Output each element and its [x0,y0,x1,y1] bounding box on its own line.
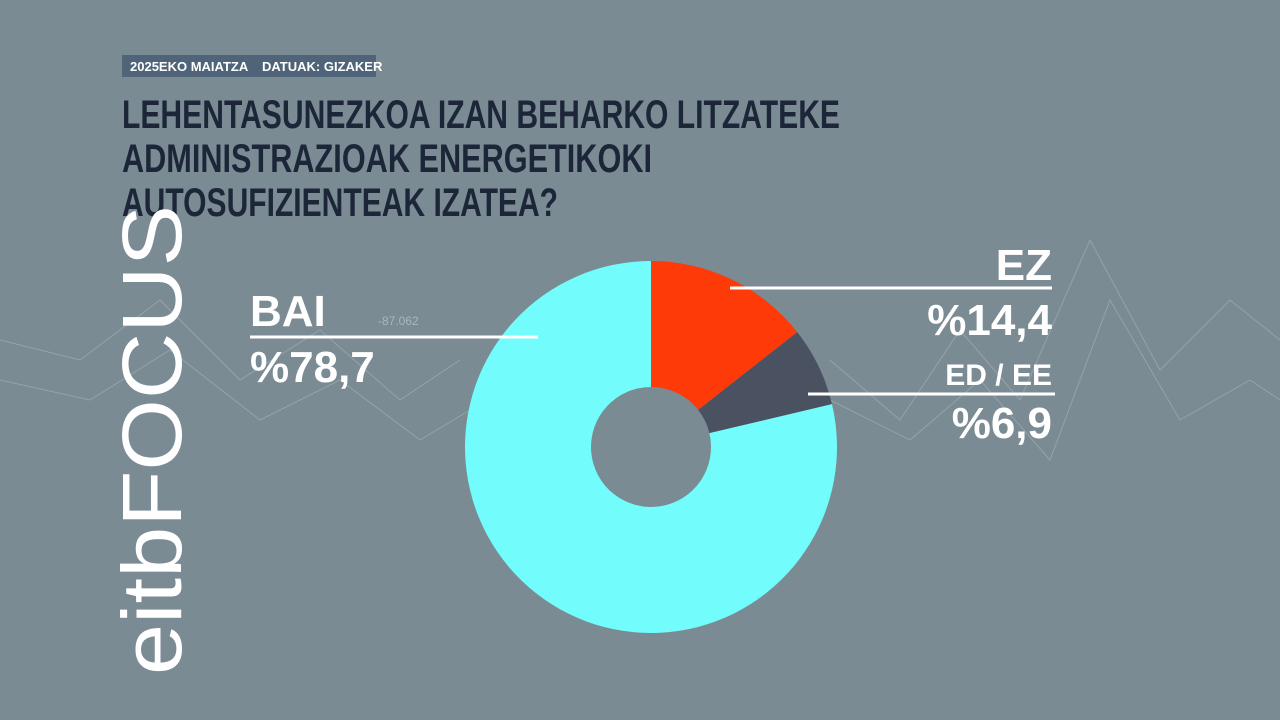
background-label: -87.062 [378,314,419,328]
category-label: ED / EE [945,359,1052,392]
chart-title: AUTOSUFIZIENTEAK IZATEA? [122,181,558,225]
logo: eitbFOCUS [105,205,199,675]
pie-slice [651,261,798,410]
pie [465,261,838,633]
value-label: %6,9 [952,399,1052,448]
background-lines [0,238,1280,461]
value-label: %78,7 [250,343,375,392]
tag-box [122,55,376,77]
chart-title: LEHENTASUNEZKOA IZAN BEHARKO LITZATEKE [122,93,840,137]
category-label: EZ [996,241,1052,290]
source-label: DATUAK: GIZAKER [262,59,383,74]
value-label: %14,4 [927,296,1052,345]
date-label: 2025EKO MAIATZA [130,59,249,74]
labels: EZ %14,4 ED / EE %6,9 BAI %78,7 [250,241,1055,448]
pie-slice [698,332,832,434]
chart-title: ADMINISTRAZIOAK ENERGETIKOKI [122,137,652,181]
pie-slice [465,261,838,633]
category-label: BAI [250,287,326,336]
